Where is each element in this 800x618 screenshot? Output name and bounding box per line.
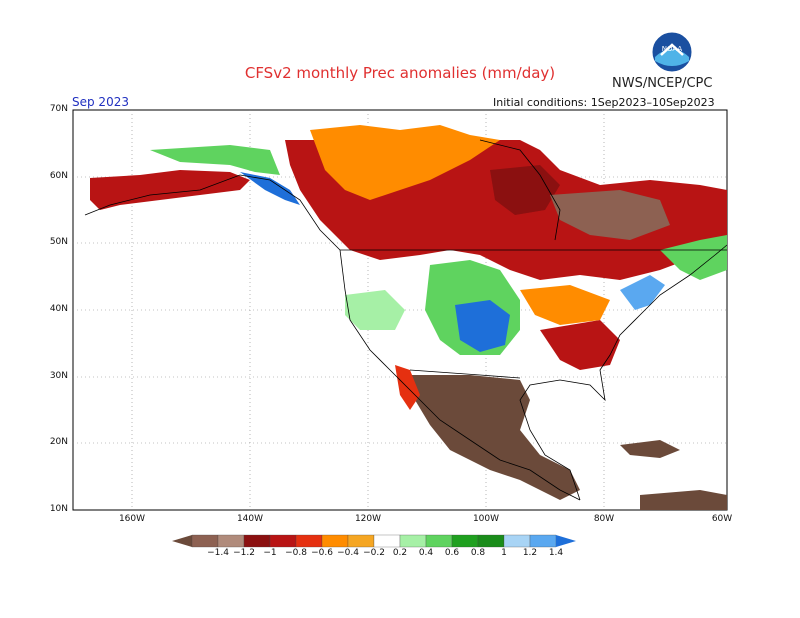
sa-brown (640, 490, 727, 510)
colorbar-label: −0.2 (363, 548, 385, 558)
colorbar-label: −0.6 (311, 548, 333, 558)
colorbar-swatch (529, 534, 557, 548)
logo-text: NOAA (662, 45, 683, 53)
colorbar-arrow-left (172, 535, 192, 547)
southeast-red (540, 320, 620, 370)
ne-us-wet (620, 275, 665, 310)
coastlines (84, 139, 728, 501)
colorbar-label: −1 (263, 548, 277, 558)
lon-tick: 140W (236, 514, 264, 524)
lat-tick: 70N (49, 104, 68, 114)
alaska-wet (150, 145, 280, 175)
lon-tick: 120W (354, 514, 382, 524)
anomaly-fields (90, 125, 727, 510)
lon-tick: 60W (711, 514, 733, 524)
colorbar-swatch (321, 534, 349, 548)
colorbar-swatch (295, 534, 323, 548)
colorbar-swatch (269, 534, 297, 548)
colorbar-arrow-right (556, 535, 576, 547)
colorbar-swatch (191, 534, 219, 548)
colorbar-label: 0.6 (444, 548, 460, 558)
colorbar-swatch (347, 534, 375, 548)
month-label: Sep 2023 (72, 95, 129, 109)
lat-tick: 40N (49, 304, 68, 314)
midwest-orange (520, 285, 610, 325)
colorbar-label: 0.2 (392, 548, 408, 558)
lat-tick: 60N (49, 171, 68, 181)
plains-blue (455, 300, 510, 352)
colorbar-label: 1.4 (548, 548, 564, 558)
chart-title: CFSv2 monthly Prec anomalies (mm/day) (244, 64, 556, 82)
colorbar-label: −0.4 (337, 548, 359, 558)
colorbar-swatch (451, 534, 479, 548)
colorbar-swatch (217, 534, 245, 548)
lon-tick: 160W (118, 514, 146, 524)
canada-orange (310, 125, 500, 200)
lat-tick: 30N (49, 371, 68, 381)
mexico-brown (405, 375, 580, 500)
lat-tick: 50N (49, 237, 68, 247)
colorbar-label: −1.2 (233, 548, 255, 558)
west-us-wet (345, 290, 405, 330)
colorbar-swatch (373, 534, 401, 548)
colorbar-label: 1.2 (522, 548, 538, 558)
colorbar-swatch (243, 534, 271, 548)
quebec-brown (550, 190, 670, 240)
colorbar (172, 534, 576, 548)
lat-tick: 20N (49, 437, 68, 447)
lon-tick: 80W (593, 514, 615, 524)
gulf-alaska-blue (240, 172, 300, 205)
colorbar-label: 0.4 (418, 548, 434, 558)
colorbar-swatch (503, 534, 531, 548)
caribbean-brown (620, 440, 680, 458)
colorbar-label: 0.8 (470, 548, 486, 558)
agency-label: NWS/NCEP/CPC (612, 76, 713, 91)
hudson-dark (490, 165, 560, 215)
colorbar-label: 1 (501, 548, 507, 558)
colorbar-swatch (477, 534, 505, 548)
colorbar-swatch (399, 534, 427, 548)
east-canada-wet (660, 235, 727, 280)
colorbar-swatch (425, 534, 453, 548)
initial-conditions: Initial conditions: 1Sep2023–10Sep2023 (493, 96, 715, 109)
noaa-logo: NOAA (651, 31, 693, 73)
lon-tick: 100W (472, 514, 500, 524)
lat-tick: 10N (49, 504, 68, 514)
colorbar-label: −0.8 (285, 548, 307, 558)
colorbar-label: −1.4 (207, 548, 229, 558)
